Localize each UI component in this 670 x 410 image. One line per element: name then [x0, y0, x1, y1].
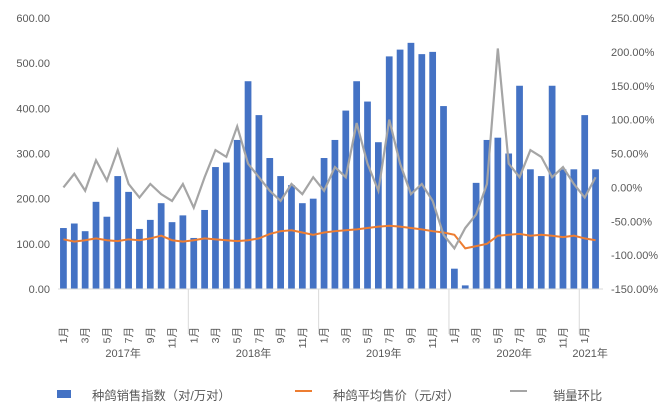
svg-text:500.00: 500.00	[16, 58, 50, 70]
svg-text:1月: 1月	[579, 327, 591, 343]
svg-text:7月: 7月	[253, 327, 265, 343]
svg-text:100.00: 100.00	[16, 239, 50, 251]
svg-text:1月: 1月	[319, 327, 331, 343]
svg-text:9月: 9月	[536, 327, 548, 343]
svg-text:0.00: 0.00	[29, 284, 50, 296]
svg-text:-50.00%: -50.00%	[611, 216, 652, 228]
svg-text:11月: 11月	[557, 327, 569, 348]
svg-text:7月: 7月	[514, 327, 526, 343]
svg-text:200.00%: 200.00%	[611, 47, 655, 59]
svg-text:9月: 9月	[145, 327, 157, 343]
svg-text:0.00%: 0.00%	[611, 182, 642, 194]
svg-text:2021年: 2021年	[572, 346, 607, 360]
svg-text:7月: 7月	[123, 327, 135, 343]
svg-text:1月: 1月	[58, 327, 70, 343]
svg-text:5月: 5月	[232, 327, 244, 343]
svg-text:-100.00%: -100.00%	[611, 250, 658, 262]
svg-text:2019年: 2019年	[366, 346, 401, 360]
svg-text:9月: 9月	[405, 327, 417, 343]
svg-text:300.00: 300.00	[16, 149, 50, 161]
svg-text:2020年: 2020年	[496, 346, 531, 360]
svg-text:-150.00%: -150.00%	[611, 284, 658, 296]
svg-text:3月: 3月	[210, 327, 222, 343]
svg-text:2017年: 2017年	[105, 346, 140, 360]
svg-text:100.00%: 100.00%	[611, 115, 655, 127]
svg-text:1月: 1月	[188, 327, 200, 343]
svg-text:250.00%: 250.00%	[611, 13, 655, 25]
svg-text:5月: 5月	[101, 327, 113, 343]
svg-text:400.00: 400.00	[16, 103, 50, 115]
svg-text:600.00: 600.00	[16, 13, 50, 25]
svg-text:1月: 1月	[449, 327, 461, 343]
svg-text:50.00%: 50.00%	[611, 149, 649, 161]
svg-text:3月: 3月	[471, 327, 483, 343]
svg-text:5月: 5月	[362, 327, 374, 343]
svg-text:5月: 5月	[492, 327, 504, 343]
svg-text:11月: 11月	[167, 327, 179, 348]
svg-text:3月: 3月	[80, 327, 92, 343]
svg-text:3月: 3月	[340, 327, 352, 343]
svg-text:11月: 11月	[297, 327, 309, 348]
svg-text:7月: 7月	[384, 327, 396, 343]
svg-text:200.00: 200.00	[16, 194, 50, 206]
svg-text:150.00%: 150.00%	[611, 81, 655, 93]
svg-text:11月: 11月	[427, 327, 439, 348]
svg-text:9月: 9月	[275, 327, 287, 343]
svg-text:2018年: 2018年	[236, 346, 271, 360]
